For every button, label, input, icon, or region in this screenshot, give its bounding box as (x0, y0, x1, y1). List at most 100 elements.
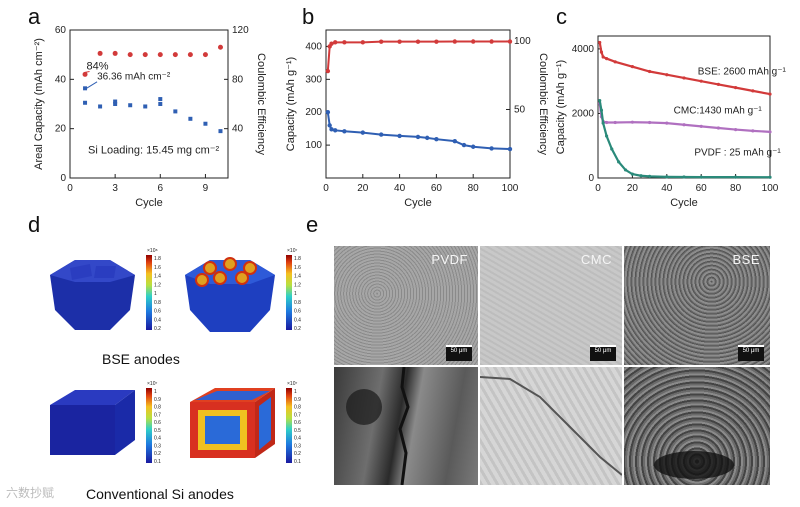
bse-model-deformed (185, 257, 275, 332)
x-tick-label: 6 (158, 183, 164, 194)
data-point (507, 146, 513, 152)
colorbar-bottom-left-ticks: 1 0.9 0.80.7 0.6 0.5 0.40.3 0.2 0.1 (154, 389, 161, 465)
scale-bar: 50 μm (590, 345, 616, 361)
x-tick-label: 3 (112, 183, 118, 194)
colorbar-top-right-exp: ×10⁷ (287, 248, 297, 254)
colorbar-tick-label: 1.6 (294, 265, 301, 271)
colorbar-tick-label: 1 (154, 291, 157, 297)
sem-cmc-high-mag (480, 367, 622, 485)
panel-letter-c: c (556, 4, 567, 29)
data-point (507, 39, 513, 44)
annotation-capacity: 36.36 mAh cm⁻² (97, 71, 171, 82)
colorbar-tick-label: 0.2 (154, 326, 161, 332)
x-tick-label: 9 (203, 183, 209, 194)
data-point (97, 50, 103, 56)
conventional-anodes-caption: Conventional Si anodes (86, 486, 234, 502)
colorbar-bottom-right-ticks: 1 0.9 0.80.7 0.6 0.5 0.40.3 0.2 0.1 (294, 389, 301, 465)
data-point (716, 82, 720, 87)
data-point (751, 129, 755, 133)
data-point (665, 121, 669, 125)
data-point (327, 123, 332, 128)
y-left-tick-label: 20 (55, 124, 67, 135)
y-right-axis-label: Coulombic Efficiency (537, 53, 549, 155)
colorbar-tick-label: 0.6 (154, 309, 161, 315)
x-tick-label: 20 (357, 183, 369, 194)
y-right-tick-label: 120 (232, 25, 249, 36)
data-point (648, 174, 652, 178)
series-line (326, 112, 511, 151)
data-point (610, 147, 614, 151)
data-point (605, 56, 609, 61)
si-loading-label: Si Loading: 15.45 mg cm⁻² (88, 144, 219, 156)
data-point (113, 99, 118, 104)
y-left-axis-label: Areal Capacity (mAh cm⁻²) (33, 38, 45, 170)
y-left-tick-label: 60 (55, 25, 67, 36)
annotation-84: 84% (87, 60, 109, 72)
data-point (434, 39, 439, 44)
colorbar-top-left (146, 255, 152, 330)
data-point (173, 109, 178, 114)
data-point (342, 129, 347, 134)
data-point (613, 120, 617, 125)
y-left-tick-label: 200 (305, 107, 322, 118)
data-point (325, 110, 331, 115)
y-left-tick-label: 400 (305, 41, 322, 52)
data-point (360, 130, 365, 135)
data-point (397, 133, 402, 139)
x-tick-label: 20 (627, 183, 639, 194)
colorbar-tick-label: 0.9 (294, 397, 301, 403)
data-point (128, 103, 133, 108)
colorbar-tick-label: 0.4 (154, 317, 161, 323)
panel-letter-d: d (28, 212, 41, 237)
data-point (113, 102, 118, 106)
colorbar-tick-label: 1.2 (294, 282, 301, 288)
y-left-tick-label: 300 (305, 74, 322, 85)
data-point (143, 104, 148, 109)
watermark: 六数抄赋 (6, 486, 55, 500)
data-point (665, 175, 669, 179)
colorbar-tick-label: 0.3 (294, 443, 301, 449)
data-point (333, 128, 338, 133)
data-point (601, 121, 605, 125)
data-point (699, 79, 703, 83)
y-right-tick-label: 100 (514, 36, 531, 47)
x-tick-label: 0 (323, 183, 329, 194)
data-point (329, 127, 334, 132)
data-point (434, 136, 439, 142)
x-tick-label: 60 (696, 183, 708, 194)
data-point (379, 39, 384, 44)
data-point (172, 52, 178, 58)
colorbar-tick-label: 0.4 (294, 317, 301, 323)
data-point (639, 174, 643, 178)
plot-frame (325, 29, 511, 179)
x-tick-label: 0 (595, 183, 601, 194)
annotation-line (84, 70, 90, 73)
conventional-model-deformed (190, 388, 275, 458)
bse-model-stress (50, 260, 135, 330)
data-point (461, 142, 467, 148)
data-point (452, 39, 457, 44)
colorbar-tick-label: 1.4 (294, 274, 301, 280)
panel-letter-a: a (28, 4, 41, 29)
data-point (158, 97, 163, 102)
colorbar-tick-label: 1.8 (154, 256, 161, 262)
colorbar-tick-label: 1.2 (154, 282, 161, 288)
y-right-axis-label: Coulombic Efficiency (255, 53, 267, 155)
data-point (682, 123, 686, 127)
x-tick-label: 60 (431, 183, 443, 194)
data-point (617, 160, 621, 164)
data-point (329, 41, 334, 46)
colorbar-tick-label: 1 (294, 291, 297, 297)
data-point (127, 52, 133, 58)
data-point (187, 52, 193, 58)
data-point (768, 92, 772, 96)
y-axis-label: Capacity (mAh g⁻¹) (555, 60, 567, 154)
data-point (217, 44, 223, 50)
x-axis-label: Cycle (135, 197, 163, 209)
data-point (734, 175, 738, 179)
x-axis-label: Cycle (670, 197, 698, 209)
colorbar-tick-label: 0.8 (154, 405, 161, 411)
data-point (768, 130, 772, 134)
data-point (601, 55, 605, 59)
colorbar-tick-label: 0.1 (294, 459, 301, 465)
